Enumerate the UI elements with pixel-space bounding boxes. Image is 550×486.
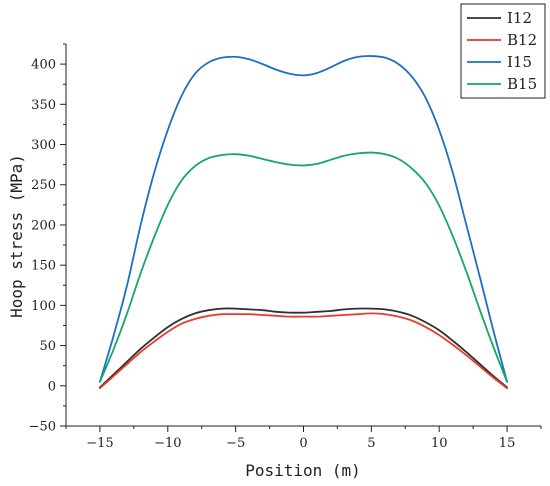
x-tick-label: −10 xyxy=(154,436,181,451)
y-tick-label: 350 xyxy=(31,98,56,113)
y-tick-label: 200 xyxy=(31,218,56,233)
series-group xyxy=(99,55,508,390)
x-axis-title: Position (m) xyxy=(245,461,361,480)
axes: −15 −10 −5 0 5 10 15−5005010015020025030035040… xyxy=(29,43,542,451)
series-line-i15 xyxy=(99,55,508,383)
x-tick-label: 15 xyxy=(499,436,516,451)
y-tick-label: 100 xyxy=(31,299,56,314)
x-tick-label: −5 xyxy=(226,436,245,451)
legend-label: I15 xyxy=(507,53,532,71)
series-line-b15 xyxy=(99,151,508,383)
legend-label: B12 xyxy=(507,31,537,49)
legend-label: I12 xyxy=(507,9,532,27)
x-tick-label: 0 xyxy=(299,436,307,451)
legend-label: B15 xyxy=(507,75,537,93)
legend-box xyxy=(460,3,546,99)
series-line-i12 xyxy=(99,307,508,389)
y-tick-label: 400 xyxy=(31,58,56,73)
y-tick-label: 50 xyxy=(39,339,56,354)
y-tick-label: 250 xyxy=(31,178,56,193)
y-tick-label: 150 xyxy=(31,259,56,274)
y-tick-label: 300 xyxy=(31,138,56,153)
series-line-b12 xyxy=(99,312,508,390)
x-tick-label: −15 xyxy=(86,436,113,451)
y-tick-label: −50 xyxy=(29,420,56,435)
y-axis-title: Hoop stress (MPa) xyxy=(7,154,26,318)
x-tick-label: 5 xyxy=(367,436,375,451)
legend: I12 B12 I15 B15 xyxy=(460,3,546,99)
y-tick-label: 0 xyxy=(48,379,56,394)
x-tick-label: 10 xyxy=(431,436,448,451)
